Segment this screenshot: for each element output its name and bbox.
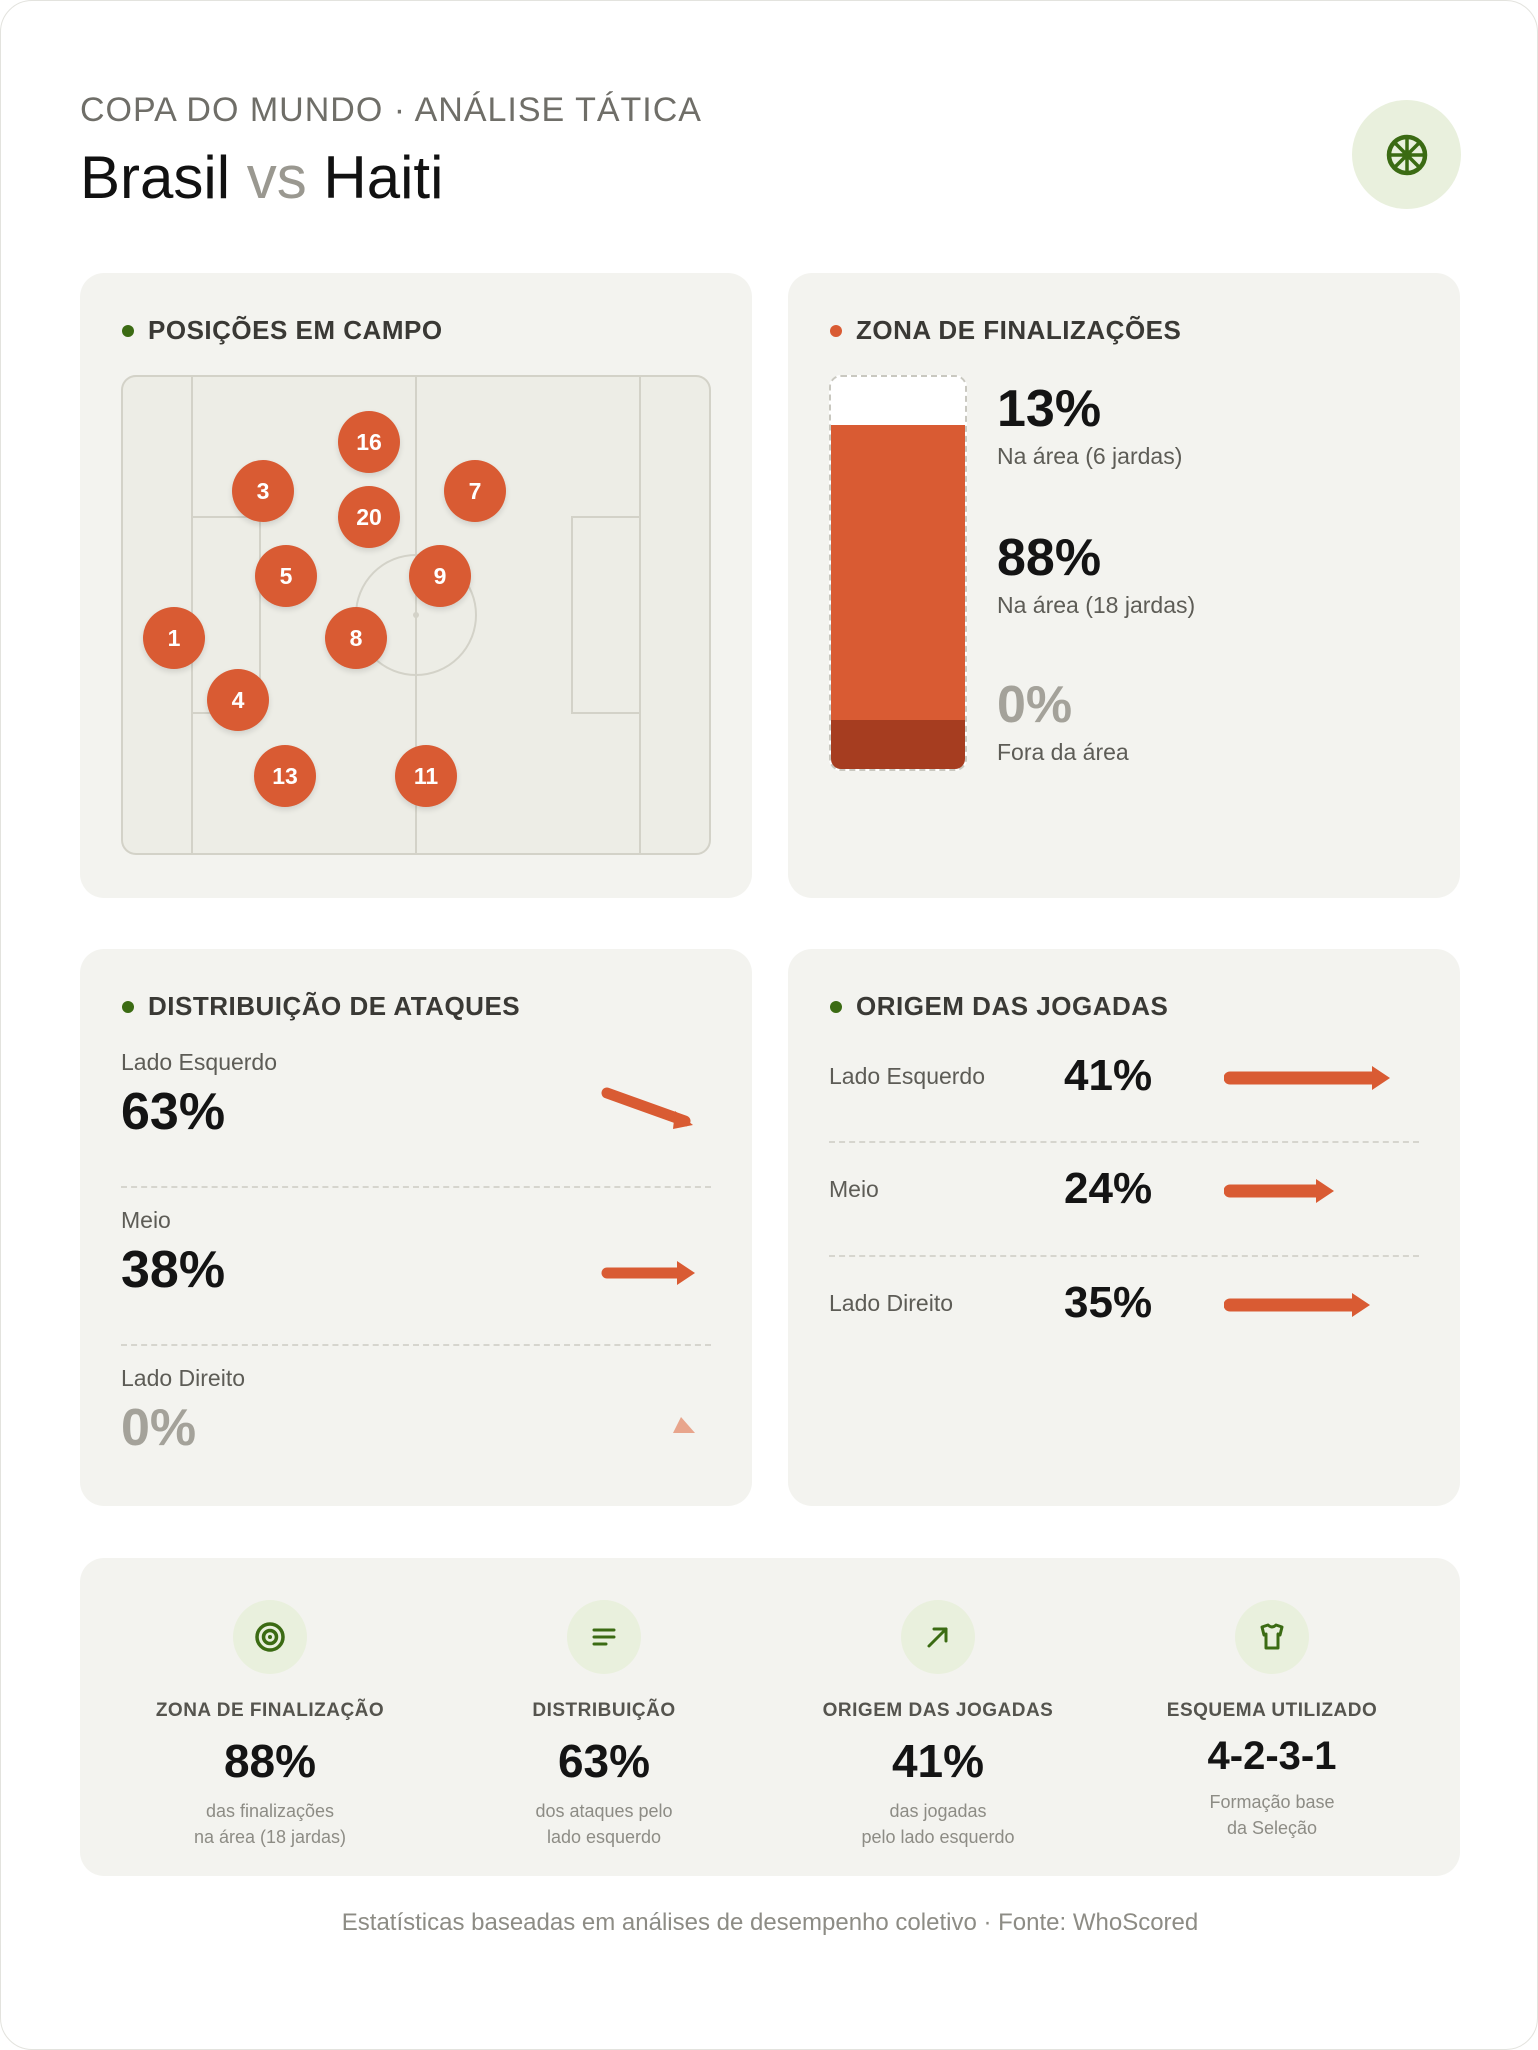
shot-label: Na área (6 jardas)	[997, 443, 1183, 469]
shot-bar-6-yard	[831, 720, 965, 769]
summary-title: ORIGEM DAS JOGADAS	[822, 1700, 1054, 1721]
summary-card: ZONA DE FINALIZAÇÃO 88% das finalizações…	[80, 1558, 1460, 1876]
shot-value: 0%	[997, 676, 1073, 734]
distribution-label: Lado Direito	[121, 1365, 246, 1391]
shot-item: 13% Na área (6 jardas)	[997, 379, 1182, 470]
logo-badge	[1352, 100, 1461, 209]
shot-value: 88%	[997, 529, 1102, 587]
distribution-value: 0%	[121, 1399, 197, 1457]
play-origin-title-label: ORIGEM DAS JOGADAS	[856, 991, 1169, 1021]
divider	[121, 1186, 711, 1188]
arrow-icon	[1224, 1293, 1370, 1317]
origin-row: Lado Esquerdo 41%	[829, 1047, 1419, 1107]
positions-card: POSIÇÕES EM CAMPO 16 3 7 20 5 9 1 8 4 13	[80, 273, 752, 898]
summary-title: DISTRIBUIÇÃO	[532, 1700, 676, 1721]
distribution-label: Lado Esquerdo	[121, 1049, 278, 1075]
home-team: Brasil	[80, 144, 231, 211]
away-team: Haiti	[323, 144, 444, 211]
origin-row: Lado Direito 35%	[829, 1274, 1419, 1334]
green-dot-icon	[122, 324, 134, 337]
distribution-row: Lado Direito 0%	[121, 1365, 711, 1458]
list-icon	[567, 1600, 641, 1674]
shot-item: 0% Fora da área	[997, 675, 1129, 766]
shot-zone-bar	[829, 375, 967, 771]
summary-title: ESQUEMA UTILIZADO	[1166, 1700, 1378, 1721]
player-marker: 20	[338, 486, 400, 548]
arrow-icon	[1224, 1066, 1390, 1090]
play-origin-card: ORIGEM DAS JOGADAS Lado Esquerdo 41% Mei…	[788, 949, 1460, 1506]
vs-label: vs	[246, 144, 307, 211]
player-marker: 7	[444, 460, 506, 522]
arrow-icon	[1224, 1179, 1334, 1203]
summary-item: DISTRIBUIÇÃO 63% dos ataques pelo lado e…	[454, 1600, 754, 1850]
summary-value: 41%	[891, 1735, 985, 1787]
orange-dot-icon	[830, 324, 842, 337]
arrow-up-right-icon	[901, 1600, 975, 1674]
player-marker: 11	[395, 745, 457, 807]
origin-value: 41%	[1064, 1051, 1153, 1100]
distribution-label: Meio	[121, 1207, 171, 1233]
pitch: 16 3 7 20 5 9 1 8 4 13 11	[121, 375, 711, 855]
player-marker: 1	[143, 607, 205, 669]
attack-distribution-card: DISTRIBUIÇÃO DE ATAQUES Lado Esquerdo 63…	[80, 949, 752, 1506]
arrow-icon	[601, 1087, 693, 1129]
shot-value: 13%	[997, 380, 1102, 438]
divider	[829, 1255, 1419, 1257]
player-marker: 5	[255, 545, 317, 607]
attack-distribution-card-title: DISTRIBUIÇÃO DE ATAQUES	[122, 991, 520, 1022]
divider	[829, 1141, 1419, 1143]
summary-subtitle: dos ataques pelo lado esquerdo	[535, 1801, 673, 1847]
origin-label: Lado Direito	[829, 1290, 954, 1316]
summary-value: 4-2-3-1	[1207, 1734, 1337, 1778]
player-marker: 9	[409, 545, 471, 607]
arrow-icon	[673, 1417, 695, 1433]
summary-item: ZONA DE FINALIZAÇÃO 88% das finalizações…	[120, 1600, 420, 1850]
summary-value: 88%	[223, 1735, 317, 1787]
origin-label: Meio	[829, 1176, 879, 1202]
player-marker: 8	[325, 607, 387, 669]
summary-title: ZONA DE FINALIZAÇÃO	[155, 1700, 385, 1721]
shot-bar-empty	[831, 377, 965, 425]
play-origin-card-title: ORIGEM DAS JOGADAS	[830, 991, 1168, 1022]
green-dot-icon	[122, 1000, 134, 1013]
shot-bar-18-yard	[831, 425, 965, 720]
player-marker: 16	[338, 411, 400, 473]
summary-subtitle: Formação base da Seleção	[1209, 1792, 1335, 1838]
target-icon	[233, 1600, 307, 1674]
divider	[121, 1344, 711, 1346]
page-title: Brasil vs Haiti	[80, 143, 443, 212]
player-marker: 4	[207, 669, 269, 731]
distribution-row: Meio 38%	[121, 1207, 711, 1300]
shot-zone-card: ZONA DE FINALIZAÇÕES 13% Na área (6 jard…	[788, 273, 1460, 898]
shirt-icon	[1235, 1600, 1309, 1674]
shot-zone-card-title: ZONA DE FINALIZAÇÕES	[830, 315, 1181, 346]
attack-distribution-title-label: DISTRIBUIÇÃO DE ATAQUES	[148, 991, 521, 1021]
origin-row: Meio 24%	[829, 1160, 1419, 1220]
shot-item: 88% Na área (18 jardas)	[997, 528, 1195, 619]
shot-zone-title-label: ZONA DE FINALIZAÇÕES	[856, 315, 1182, 345]
origin-value: 24%	[1064, 1164, 1153, 1213]
shot-label: Fora da área	[997, 739, 1129, 765]
summary-subtitle: das finalizações na área (18 jardas)	[193, 1801, 347, 1847]
footer-note: Estatísticas baseadas em análises de des…	[341, 1909, 1199, 1936]
page-kicker: COPA DO MUNDO · ANÁLISE TÁTICA	[80, 91, 702, 129]
positions-card-title: POSIÇÕES EM CAMPO	[122, 315, 443, 346]
summary-item: ESQUEMA UTILIZADO 4-2-3-1 Formação base …	[1122, 1600, 1422, 1841]
summary-item: ORIGEM DAS JOGADAS 41% das jogadas pelo …	[788, 1600, 1088, 1850]
player-marker: 13	[254, 745, 316, 807]
distribution-row: Lado Esquerdo 63%	[121, 1049, 711, 1142]
shot-label: Na área (18 jardas)	[997, 592, 1196, 618]
positions-title-label: POSIÇÕES EM CAMPO	[148, 315, 443, 345]
green-dot-icon	[830, 1000, 842, 1013]
soccer-ball-icon	[1386, 134, 1427, 175]
arrow-icon	[601, 1261, 695, 1285]
origin-label: Lado Esquerdo	[829, 1063, 986, 1089]
player-marker: 3	[232, 460, 294, 522]
summary-subtitle: das jogadas pelo lado esquerdo	[861, 1801, 1015, 1847]
distribution-value: 38%	[121, 1241, 226, 1299]
summary-value: 63%	[557, 1735, 651, 1787]
distribution-value: 63%	[121, 1083, 226, 1141]
origin-value: 35%	[1064, 1278, 1153, 1327]
